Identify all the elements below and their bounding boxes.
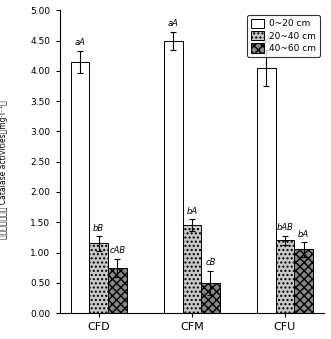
Bar: [71, 62, 89, 313]
Text: aA: aA: [74, 38, 85, 47]
Text: cAB: cAB: [109, 246, 125, 255]
Text: bA: bA: [186, 206, 197, 216]
Bar: [108, 267, 127, 313]
Bar: [201, 283, 220, 313]
Text: cB: cB: [205, 258, 215, 267]
Bar: [164, 41, 182, 313]
Text: bB: bB: [93, 223, 104, 233]
Legend: 0~20 cm, 20~40 cm, 40~60 cm: 0~20 cm, 20~40 cm, 40~60 cm: [247, 15, 319, 57]
Text: aA: aA: [168, 19, 179, 28]
Bar: [257, 68, 276, 313]
Text: bAB: bAB: [276, 223, 293, 232]
Text: bA: bA: [298, 230, 309, 239]
Text: aA: aA: [261, 37, 272, 46]
Text: 过氧化氢酶活性 Catalase activities（mg·l⁻¹）: 过氧化氢酶活性 Catalase activities（mg·l⁻¹）: [0, 100, 8, 239]
Bar: [276, 240, 294, 313]
Bar: [89, 243, 108, 313]
Bar: [294, 250, 313, 313]
Bar: [182, 225, 201, 313]
